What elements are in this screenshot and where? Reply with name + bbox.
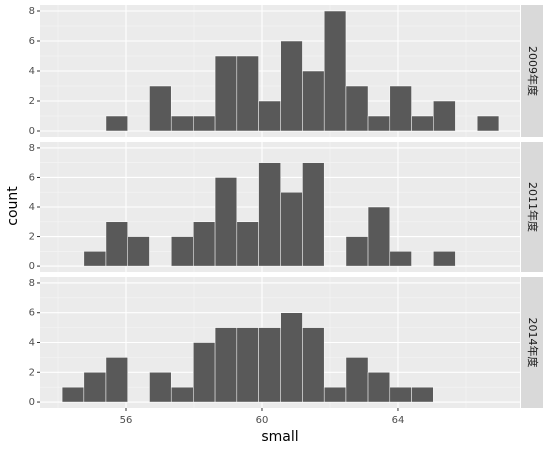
- x-axis-label: small: [261, 429, 298, 445]
- bar: [193, 115, 216, 132]
- bar: [389, 251, 412, 267]
- bar: [149, 85, 172, 132]
- strip: [521, 277, 543, 408]
- y-tick-label: 8: [29, 278, 35, 289]
- bar: [236, 221, 259, 267]
- bar: [345, 236, 369, 267]
- y-tick-label: 8: [29, 143, 35, 154]
- bar: [214, 177, 238, 267]
- bar: [302, 162, 325, 267]
- strip-label: 2011年度: [526, 182, 540, 232]
- y-tick-label: 6: [29, 308, 35, 319]
- y-tick-label: 2: [29, 232, 35, 243]
- bar: [214, 327, 238, 403]
- bar: [411, 115, 434, 132]
- y-tick-label: 0: [29, 126, 35, 137]
- bar: [193, 342, 216, 403]
- bar: [345, 357, 369, 403]
- y-tick-label: 4: [29, 338, 35, 349]
- bar: [280, 40, 303, 132]
- bar: [105, 221, 128, 267]
- strip-label: 2009年度: [526, 46, 540, 96]
- bar: [127, 236, 150, 267]
- y-tick-label: 2: [29, 96, 35, 107]
- bar: [105, 357, 128, 403]
- bar: [323, 10, 347, 132]
- y-tick-label: 4: [29, 66, 35, 77]
- bar: [302, 327, 325, 403]
- bar: [83, 251, 107, 267]
- bar: [236, 55, 259, 132]
- y-tick-label: 4: [29, 202, 35, 213]
- strip: [521, 142, 543, 272]
- bar: [433, 100, 456, 132]
- bar: [193, 221, 216, 267]
- strip: [521, 5, 543, 137]
- bar: [214, 55, 238, 132]
- y-tick-label: 6: [29, 172, 35, 183]
- y-tick-label: 8: [29, 6, 35, 17]
- x-tick-label: 64: [392, 415, 405, 426]
- x-tick-label: 60: [256, 415, 269, 426]
- strip-label: 2014年度: [526, 318, 540, 368]
- bar: [302, 70, 325, 132]
- bar: [345, 85, 369, 132]
- bar: [476, 115, 500, 132]
- bar: [258, 162, 281, 267]
- bar: [149, 372, 172, 403]
- bar: [389, 85, 412, 132]
- y-tick-label: 6: [29, 36, 35, 47]
- bar: [61, 386, 85, 403]
- bar: [170, 236, 194, 267]
- bar: [367, 206, 391, 267]
- bar: [170, 386, 194, 403]
- bar: [280, 191, 303, 267]
- bar: [411, 386, 434, 403]
- bar: [280, 312, 303, 403]
- bar: [389, 386, 412, 403]
- bar: [367, 372, 391, 403]
- bar: [258, 100, 281, 132]
- y-axis-label: count: [5, 186, 21, 226]
- bar: [170, 115, 194, 132]
- bar: [105, 115, 128, 132]
- bar: [258, 327, 281, 403]
- y-tick-label: 2: [29, 367, 35, 378]
- bar: [433, 251, 456, 267]
- bar: [83, 372, 107, 403]
- x-tick-label: 56: [120, 415, 133, 426]
- bar: [367, 115, 391, 132]
- bar: [236, 327, 259, 403]
- y-tick-label: 0: [29, 397, 35, 408]
- y-tick-label: 0: [29, 261, 35, 272]
- bar: [323, 386, 347, 403]
